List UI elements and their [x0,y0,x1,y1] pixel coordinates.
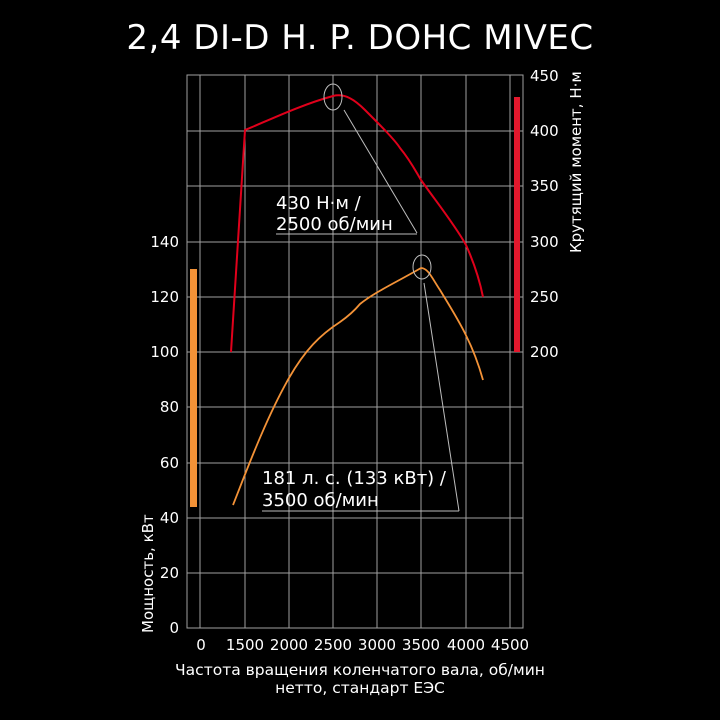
grid [186,74,524,629]
svg-text:20: 20 [160,564,179,582]
svg-text:400: 400 [530,122,559,140]
svg-text:300: 300 [530,233,559,251]
svg-text:350: 350 [530,177,559,195]
svg-text:120: 120 [150,288,179,306]
torque-range-bar [514,97,520,352]
right-axis-ticks: 200 250 300 350 400 450 [530,67,559,361]
svg-text:0: 0 [169,619,179,637]
svg-text:40: 40 [160,509,179,527]
svg-text:450: 450 [530,67,559,85]
power-annotation-line2: 3500 об/мин [262,490,379,511]
svg-text:4500: 4500 [491,636,529,654]
svg-text:80: 80 [160,398,179,416]
svg-text:3000: 3000 [358,636,396,654]
svg-text:3500: 3500 [402,636,440,654]
svg-text:0: 0 [196,636,206,654]
torque-annotation-line1: 430 Н·м / [276,193,362,214]
svg-text:250: 250 [530,288,559,306]
svg-text:60: 60 [160,454,179,472]
left-axis-title: Мощность, кВт [139,514,157,633]
chart-title: 2,4 DI-D H. P. DOHC MIVEC [126,18,594,58]
svg-text:2500: 2500 [314,636,352,654]
right-axis-title: Крутящий момент, Н·м [567,71,585,253]
torque-annotation-line2: 2500 об/мин [276,214,393,235]
power-curve [232,267,484,506]
torque-annotation: 430 Н·м / 2500 об/мин [276,83,418,235]
svg-text:100: 100 [150,343,179,361]
torque-curve [230,94,484,353]
svg-text:4000: 4000 [447,636,485,654]
power-annotation-line1: 181 л. с. (133 кВт) / [262,468,447,489]
svg-text:1500: 1500 [226,636,264,654]
svg-text:140: 140 [150,233,179,251]
x-axis-title: Частота вращения коленчатого вала, об/ми… [175,661,545,679]
x-axis-subtitle: нетто, стандарт ЕЭС [275,679,445,697]
left-axis-ticks: 0 20 40 60 80 100 120 140 [150,233,179,637]
power-range-bar [190,269,197,507]
power-annotation: 181 л. с. (133 кВт) / 3500 об/мин [262,254,460,512]
x-axis-ticks: 0 1500 2000 2500 3000 3500 4000 4500 [196,636,529,654]
svg-text:2000: 2000 [270,636,308,654]
svg-text:200: 200 [530,343,559,361]
